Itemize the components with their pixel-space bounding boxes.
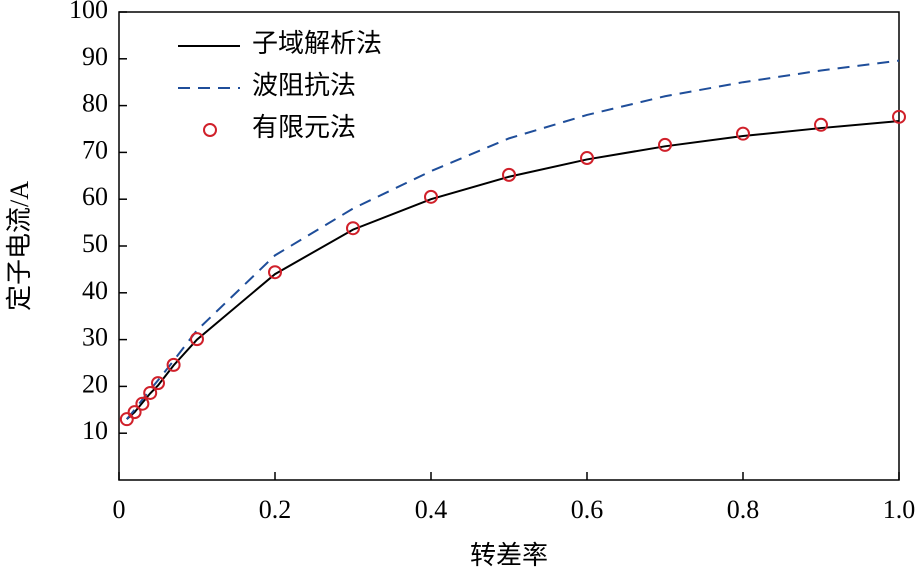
y-tick-label: 10 <box>82 416 108 445</box>
data-point <box>736 126 750 141</box>
y-tick-label: 20 <box>82 369 108 398</box>
y-tick-label: 30 <box>82 323 108 352</box>
data-point <box>119 412 134 427</box>
x-tick-label: 0.2 <box>259 495 292 524</box>
y-tick-label: 40 <box>82 276 108 305</box>
y-tick-label: 50 <box>82 229 108 258</box>
y-tick-label: 80 <box>82 89 108 118</box>
plot-frame <box>118 11 900 481</box>
y-tick-label: 90 <box>82 42 108 71</box>
legend-marker <box>203 123 217 137</box>
x-tick-label: 0.4 <box>415 495 448 524</box>
data-point <box>658 137 672 152</box>
legend-label: 子域解析法 <box>252 29 382 58</box>
y-tick-label: 70 <box>82 135 108 164</box>
data-point <box>814 117 828 132</box>
data-point <box>268 265 282 280</box>
data-point <box>892 109 906 124</box>
data-point <box>190 332 204 347</box>
x-tick-label: 1.0 <box>883 495 916 524</box>
data-point <box>166 357 181 372</box>
data-point <box>143 385 158 400</box>
x-axis-title: 转差率 <box>470 541 548 570</box>
y-tick-label: 60 <box>82 182 108 211</box>
x-tick-label: 0.6 <box>571 495 604 524</box>
legend-label: 波阻抗法 <box>252 71 356 100</box>
data-point <box>580 151 594 166</box>
data-point <box>424 189 438 204</box>
y-tick-label: 100 <box>69 0 108 24</box>
data-point <box>502 167 516 182</box>
data-point <box>346 221 360 236</box>
x-tick-label: 0 <box>113 495 126 524</box>
data-point <box>151 376 165 391</box>
data-point <box>127 405 142 420</box>
series-line <box>126 59 900 420</box>
y-axis-title: 定子电流/A <box>5 181 34 311</box>
data-point <box>135 396 150 411</box>
x-tick-label: 0.8 <box>727 495 760 524</box>
series-line <box>126 120 900 420</box>
legend-label: 有限元法 <box>252 113 356 142</box>
